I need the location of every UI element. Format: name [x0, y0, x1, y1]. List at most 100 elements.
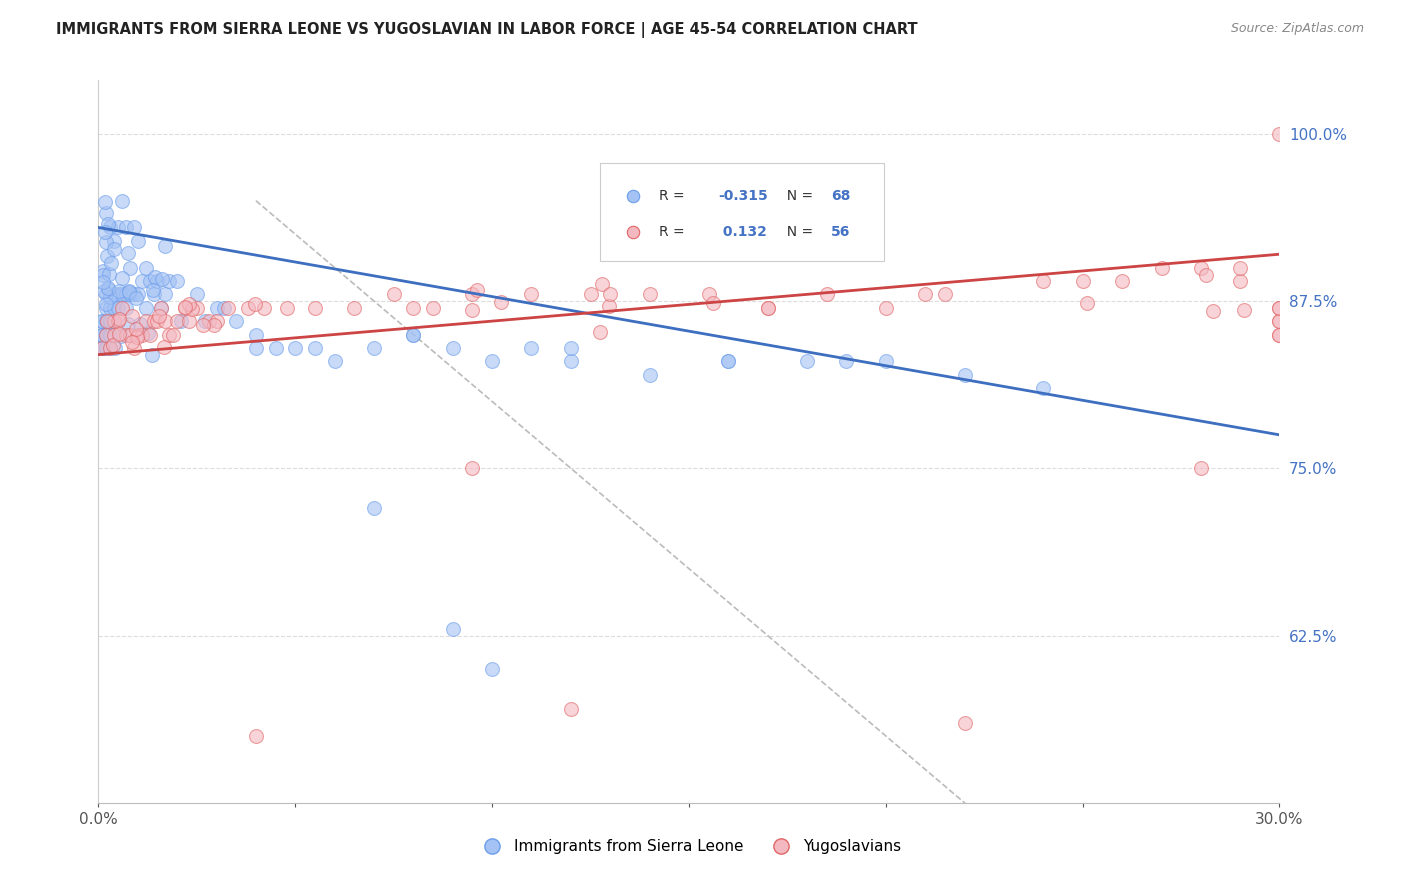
Point [118, 285, 141, 300]
Point [97, 267, 120, 281]
Point [717, 354, 740, 368]
Point [103, 327, 125, 342]
Point [177, 314, 200, 328]
Point [103, 301, 125, 315]
Point [121, 309, 143, 323]
Point [122, 220, 145, 235]
Point [304, 301, 326, 315]
Point [103, 287, 125, 301]
Point [1202, 303, 1225, 318]
Point [91, 275, 114, 289]
Point [108, 285, 131, 299]
Point [1189, 260, 1212, 275]
Point [150, 301, 173, 315]
Point [186, 287, 208, 301]
Point [121, 334, 143, 349]
Point [1111, 274, 1133, 288]
Point [166, 274, 188, 288]
Point [91, 327, 114, 342]
Point [481, 354, 503, 368]
Point [93, 284, 115, 298]
Point [111, 301, 134, 315]
Point [599, 287, 621, 301]
Point [111, 271, 134, 285]
Point [135, 314, 157, 328]
Point [914, 287, 936, 301]
Point [142, 314, 165, 328]
Point [1032, 274, 1054, 288]
Point [96, 314, 118, 328]
Point [382, 287, 405, 301]
Point [96, 327, 118, 342]
Point [402, 301, 425, 315]
Text: N =: N = [778, 225, 817, 239]
Point [96, 327, 118, 342]
Legend: Immigrants from Sierra Leone, Yugoslavians: Immigrants from Sierra Leone, Yugoslavia… [471, 833, 907, 860]
Point [591, 277, 613, 291]
Point [560, 354, 582, 368]
Point [166, 314, 188, 328]
Point [441, 622, 464, 636]
Point [96, 249, 118, 263]
FancyBboxPatch shape [600, 163, 884, 260]
Point [264, 341, 287, 355]
Point [97, 281, 120, 295]
Point [214, 301, 236, 315]
Point [98, 220, 121, 235]
Point [461, 461, 484, 475]
Point [96, 296, 118, 310]
Point [835, 354, 858, 368]
Text: R =: R = [659, 225, 689, 239]
Point [796, 354, 818, 368]
Point [91, 327, 114, 342]
Point [146, 274, 169, 288]
Point [103, 234, 125, 248]
Point [460, 302, 482, 317]
Point [934, 287, 956, 301]
Point [1232, 303, 1254, 318]
Point [245, 729, 267, 743]
Point [103, 314, 125, 328]
Point [150, 272, 173, 286]
Point [598, 299, 620, 313]
Point [104, 341, 127, 355]
Point [422, 301, 444, 315]
Point [107, 287, 129, 301]
Point [96, 287, 118, 301]
Point [91, 341, 114, 355]
Point [1189, 461, 1212, 475]
Point [117, 284, 139, 298]
Point [245, 327, 267, 342]
Point [191, 318, 214, 333]
Point [1229, 274, 1251, 288]
Point [953, 715, 976, 730]
Point [142, 287, 165, 301]
Text: IMMIGRANTS FROM SIERRA LEONE VS YUGOSLAVIAN IN LABOR FORCE | AGE 45-54 CORRELATI: IMMIGRANTS FROM SIERRA LEONE VS YUGOSLAV… [56, 22, 918, 38]
Point [1268, 327, 1291, 342]
Point [96, 301, 118, 315]
Point [127, 234, 149, 248]
Point [170, 314, 193, 328]
Point [520, 341, 543, 355]
Point [875, 354, 897, 368]
Point [197, 314, 219, 328]
Point [363, 341, 385, 355]
Point [756, 301, 779, 315]
Point [91, 327, 114, 342]
Point [253, 301, 276, 315]
Point [225, 314, 247, 328]
Point [402, 327, 425, 342]
Point [323, 354, 346, 368]
Point [756, 301, 779, 315]
Point [702, 296, 724, 310]
Point [589, 325, 612, 339]
Point [115, 287, 138, 301]
Text: 68: 68 [831, 189, 851, 202]
Point [1268, 301, 1291, 315]
Point [245, 341, 267, 355]
Text: Source: ZipAtlas.com: Source: ZipAtlas.com [1230, 22, 1364, 36]
Point [875, 301, 897, 315]
Point [638, 287, 661, 301]
Point [155, 239, 177, 253]
Point [304, 341, 326, 355]
